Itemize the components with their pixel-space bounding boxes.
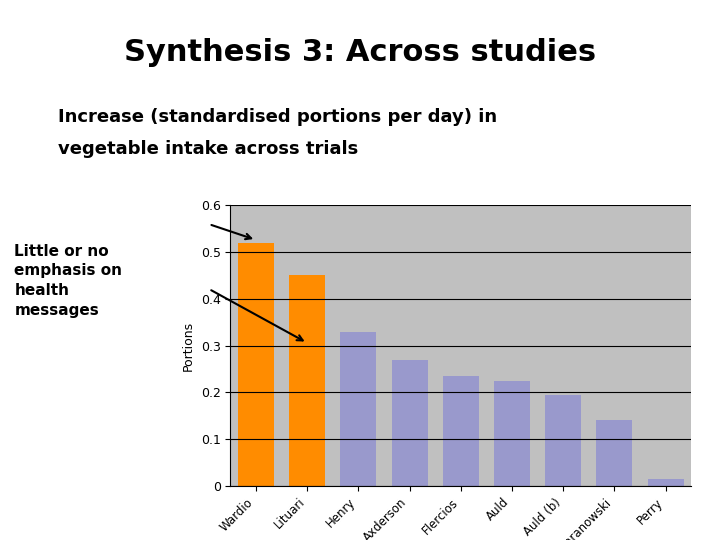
Bar: [341, 332, 377, 486]
Text: Synthesis 3: Across studies: Synthesis 3: Across studies: [124, 38, 596, 67]
Bar: [545, 395, 581, 486]
Bar: [238, 242, 274, 486]
Bar: [392, 360, 428, 486]
Bar: [289, 275, 325, 486]
Bar: [494, 381, 530, 486]
Bar: [443, 376, 479, 486]
Text: Little or no
emphasis on
health
messages: Little or no emphasis on health messages: [14, 244, 122, 318]
Bar: [596, 421, 632, 486]
Text: vegetable intake across trials: vegetable intake across trials: [58, 140, 358, 158]
Text: Increase (standardised portions per day) in: Increase (standardised portions per day)…: [58, 108, 497, 126]
Y-axis label: Portions: Portions: [182, 321, 195, 370]
Bar: [648, 479, 683, 486]
